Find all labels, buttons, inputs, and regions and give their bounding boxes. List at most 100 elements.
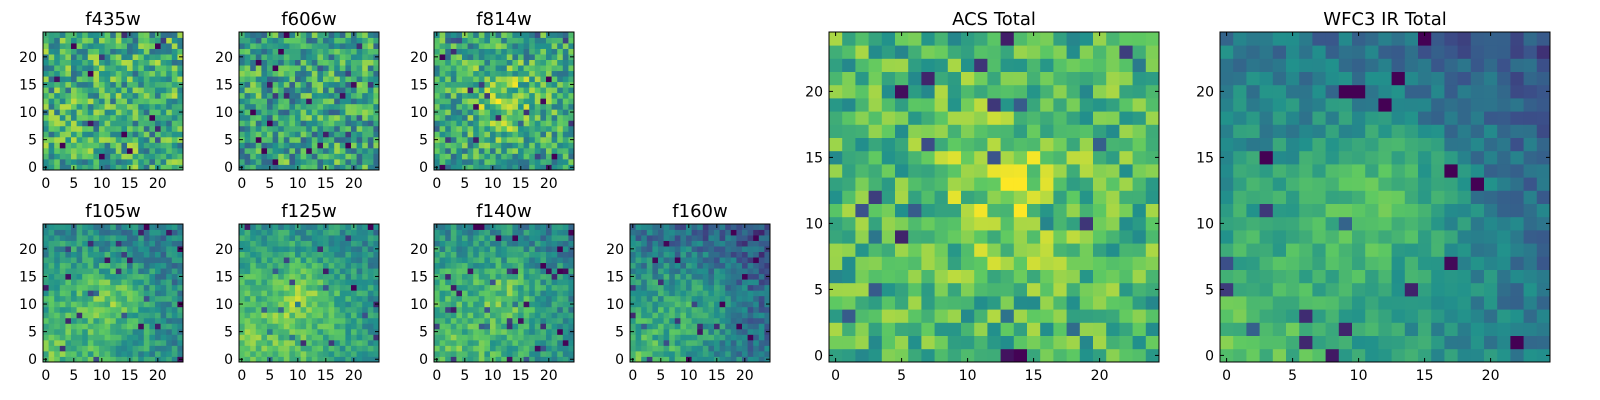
heatmap-cell	[641, 268, 648, 275]
heatmap-cell	[674, 229, 681, 236]
heatmap-cell	[93, 43, 100, 49]
axes-frame	[238, 31, 380, 171]
heatmap-cell	[54, 32, 61, 38]
heatmap-cell	[82, 317, 89, 324]
heatmap-cell	[373, 98, 380, 105]
heatmap-cell	[523, 81, 530, 88]
heatmap-cell	[255, 284, 262, 291]
heatmap-cell	[356, 284, 363, 291]
heatmap-cell	[351, 81, 357, 88]
heatmap-cell	[99, 312, 105, 319]
heatmap-cell	[171, 109, 178, 116]
heatmap-cell	[961, 164, 975, 178]
heatmap-cell	[881, 177, 896, 191]
heatmap-cell	[439, 92, 446, 99]
heatmap-cell	[635, 317, 642, 324]
heatmap-cell	[1119, 190, 1133, 204]
heatmap-cell	[456, 81, 463, 88]
heatmap-cell	[540, 125, 547, 132]
heatmap-cell	[138, 87, 145, 94]
heatmap-cell	[255, 312, 262, 319]
heatmap-cell	[283, 164, 290, 171]
heatmap-cell	[456, 48, 463, 55]
heatmap-cell	[367, 92, 374, 99]
heatmap-cell	[484, 224, 491, 230]
heatmap-cell	[54, 164, 61, 171]
heatmap-cell	[155, 76, 161, 83]
heatmap-cell	[512, 142, 519, 149]
heatmap-cell	[244, 339, 251, 346]
heatmap-cell	[149, 268, 156, 275]
heatmap-cell	[65, 65, 72, 72]
heatmap-cell	[523, 257, 530, 264]
heatmap-cell	[149, 345, 156, 352]
heatmap-cell	[171, 164, 178, 171]
heatmap-cell	[267, 81, 273, 88]
heatmap-cell	[300, 98, 307, 105]
heatmap-cell	[523, 92, 530, 99]
heatmap-cell	[719, 224, 726, 230]
heatmap-cell	[283, 76, 290, 83]
heatmap-cell	[155, 92, 161, 99]
heatmap-cell	[54, 345, 61, 352]
heatmap-cell	[244, 251, 251, 258]
heatmap-cell	[339, 229, 346, 236]
heatmap-cell	[76, 109, 83, 116]
heatmap-cell	[317, 251, 324, 258]
heatmap-cell	[473, 125, 480, 132]
heatmap-cell	[295, 268, 301, 275]
heatmap-cell	[278, 92, 285, 99]
heatmap-cell	[306, 246, 313, 252]
heatmap-cell	[478, 273, 485, 280]
heatmap-cell	[753, 240, 760, 247]
heatmap-cell	[261, 306, 268, 313]
heatmap-cell	[87, 345, 94, 352]
heatmap-cell	[132, 59, 139, 66]
heatmap-cell	[54, 54, 61, 60]
heatmap-cell	[239, 284, 245, 291]
heatmap-cell	[512, 284, 519, 291]
heatmap-cell	[742, 317, 748, 324]
heatmap-cell	[272, 37, 279, 44]
heatmap-cell	[334, 103, 341, 110]
heatmap-cell	[295, 317, 301, 324]
heatmap-cell	[138, 103, 145, 110]
heatmap-cell	[719, 306, 726, 313]
heatmap-cell	[115, 48, 122, 55]
heatmap-cell	[478, 87, 485, 94]
heatmap-cell	[155, 317, 161, 324]
heatmap-cell	[562, 147, 569, 154]
heatmap-cell	[160, 70, 167, 77]
heatmap-cell	[267, 59, 273, 66]
heatmap-cell	[725, 345, 732, 352]
heatmap-cell	[540, 273, 547, 280]
heatmap-cell	[261, 246, 268, 252]
heatmap-cell	[742, 273, 748, 280]
heatmap-cell	[546, 103, 552, 110]
heatmap-cell	[484, 257, 491, 264]
heatmap-cell	[283, 136, 290, 143]
heatmap-cell	[501, 125, 508, 132]
heatmap-cell	[686, 295, 692, 302]
heatmap-cell	[478, 334, 485, 341]
heatmap-cell	[484, 246, 491, 252]
heatmap-cell	[1013, 164, 1028, 178]
heatmap-cell	[261, 125, 268, 132]
heatmap-cell	[473, 87, 480, 94]
heatmap-cell	[351, 131, 357, 138]
heatmap-cell	[328, 284, 335, 291]
heatmap-cell	[59, 295, 66, 302]
heatmap-cell	[562, 109, 569, 116]
heatmap-cell	[534, 114, 541, 121]
heatmap-cell	[155, 273, 161, 280]
heatmap-cell	[568, 158, 575, 165]
heatmap-cell	[121, 142, 128, 149]
heatmap-cell	[367, 356, 374, 363]
heatmap-cell	[295, 48, 301, 55]
heatmap-cell	[439, 345, 446, 352]
heatmap-cell	[445, 224, 452, 230]
heatmap-cell	[345, 295, 352, 302]
heatmap-cell	[295, 54, 301, 60]
heatmap-cell	[495, 273, 502, 280]
heatmap-cell	[138, 306, 145, 313]
